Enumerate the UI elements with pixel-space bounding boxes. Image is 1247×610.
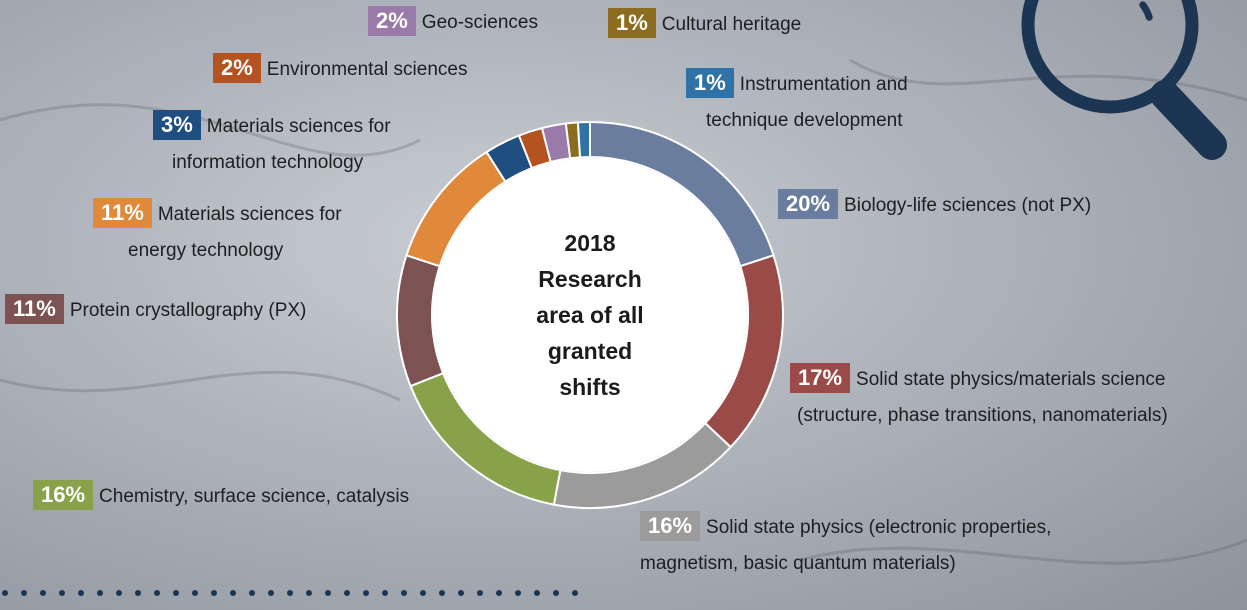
donut-hole bbox=[433, 158, 747, 472]
value-badge: 20% bbox=[778, 189, 839, 219]
category-label: Biology-life sciences (not PX) bbox=[844, 195, 1092, 216]
category-label: Materials sciences for energy technology bbox=[128, 204, 342, 261]
value-badge: 1% bbox=[686, 68, 734, 98]
value-badge: 11% bbox=[5, 294, 64, 324]
legend-label: 2% Geo-sciences bbox=[368, 5, 538, 41]
magnifier-icon bbox=[1021, 0, 1227, 160]
legend-label: 16% Chemistry, surface science, catalysis bbox=[33, 479, 409, 515]
legend-label: 2% Environmental sciences bbox=[213, 52, 467, 88]
category-label: Solid state physics (electronic properti… bbox=[640, 517, 1052, 574]
category-label: Protein crystallography (PX) bbox=[69, 300, 307, 321]
value-badge: 2% bbox=[213, 53, 261, 83]
value-badge: 2% bbox=[368, 6, 416, 36]
value-badge: 17% bbox=[790, 363, 851, 393]
donut-segment bbox=[576, 120, 591, 159]
category-label: Instrumentation and technique developmen… bbox=[706, 74, 908, 131]
category-label: Materials sciences for information techn… bbox=[172, 116, 391, 173]
legend-label: 11% Protein crystallography (PX) bbox=[5, 293, 306, 329]
legend-label: 3% Materials sciences for information tec… bbox=[153, 109, 391, 181]
legend-label: 20% Biology-life sciences (not PX) bbox=[778, 188, 1091, 224]
legend-label: 11% Materials sciences for energy technol… bbox=[93, 197, 342, 269]
value-badge: 3% bbox=[153, 110, 201, 140]
value-badge: 16% bbox=[640, 511, 701, 541]
value-badge: 1% bbox=[608, 8, 656, 38]
category-label: Geo-sciences bbox=[421, 12, 538, 33]
category-label: Cultural heritage bbox=[661, 14, 802, 35]
legend-label: 1% Instrumentation and technique developm… bbox=[686, 67, 908, 139]
center-title: 2018 Research area of all granted shifts bbox=[536, 230, 644, 400]
value-badge: 16% bbox=[33, 480, 94, 510]
legend-label: 1% Cultural heritage bbox=[608, 7, 801, 43]
legend-label: 16% Solid state physics (electronic prope… bbox=[640, 510, 1051, 582]
legend-label: 17% Solid state physics/materials science… bbox=[790, 362, 1168, 434]
value-badge: 11% bbox=[93, 198, 152, 228]
category-label: Chemistry, surface science, catalysis bbox=[99, 486, 410, 507]
category-label: Solid state physics/materials science (s… bbox=[797, 369, 1168, 426]
category-label: Environmental sciences bbox=[266, 59, 468, 80]
dotted-divider bbox=[2, 590, 578, 596]
